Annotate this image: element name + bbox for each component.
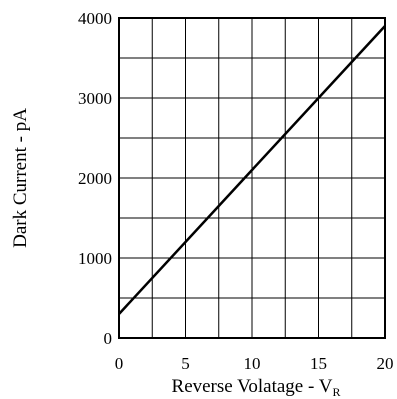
x-tick-label: 0 [115, 354, 124, 373]
y-tick-label: 0 [104, 329, 113, 348]
x-axis-label-main: Reverse Volatage - V [172, 376, 333, 397]
x-tick-label: 15 [310, 354, 327, 373]
grid [119, 18, 385, 338]
series-lines [118, 25, 386, 315]
y-tick-label: 2000 [78, 169, 112, 188]
x-tick-label: 5 [181, 354, 190, 373]
x-tick-label: 20 [377, 354, 394, 373]
y-tick-label: 4000 [78, 9, 112, 28]
x-axis-label-subscript: R [332, 385, 340, 399]
x-tick-label: 10 [244, 354, 261, 373]
y-tick-label: 3000 [78, 89, 112, 108]
series-line [118, 25, 386, 315]
plot-frame [118, 17, 386, 339]
y-tick-label: 1000 [78, 249, 112, 268]
y-tick-labels: 0 1000 2000 3000 4000 [78, 9, 112, 348]
x-axis-label: Reverse Volatage - VR [172, 376, 341, 399]
x-tick-labels: 0 5 10 15 20 [115, 354, 394, 373]
y-axis-label: Dark Current - pA [10, 108, 31, 248]
